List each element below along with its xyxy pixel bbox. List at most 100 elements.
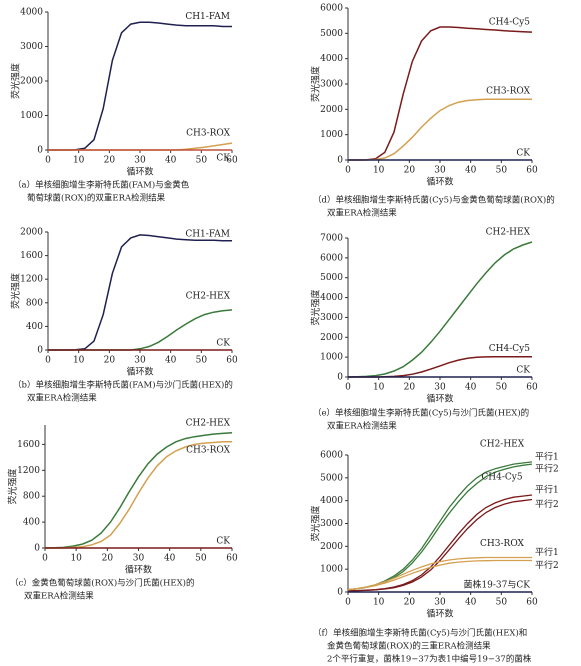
x-tick-label: 0 xyxy=(345,598,351,608)
y-tick-label: 2000 xyxy=(320,542,343,552)
x-tick-label: 10 xyxy=(73,156,85,166)
series-line xyxy=(347,241,533,378)
x-tick-label: 30 xyxy=(134,156,146,166)
series-label: CH3-ROX xyxy=(186,129,230,139)
series-line xyxy=(347,559,532,591)
y-tick-label: 0 xyxy=(337,588,343,598)
series-label: CK xyxy=(516,366,530,376)
x-tick-label: 60 xyxy=(226,356,238,366)
y-tick-label: 1000 xyxy=(320,353,343,363)
series-label: CH1-FAM xyxy=(185,12,230,22)
caption: （a）单核细胞增生李斯特氏菌(FAM)与金黄色 xyxy=(13,180,190,191)
x-axis-label: 循环数 xyxy=(426,608,453,620)
series-label: CH1-FAM xyxy=(185,229,230,239)
series-label: CH3-ROX xyxy=(186,445,230,455)
x-tick-label: 60 xyxy=(526,383,538,393)
y-axis-label: 荧光强度 xyxy=(7,468,19,504)
caption: 双重ERA检测结果 xyxy=(27,393,97,404)
y-axis-label: 荧光强度 xyxy=(10,63,22,99)
y-axis-label: 荧光强度 xyxy=(10,273,22,309)
x-tick-label: 0 xyxy=(42,554,48,564)
replicate-label: 平行1 xyxy=(535,483,559,495)
series-label: CK xyxy=(216,537,230,547)
x-tick-label: 50 xyxy=(496,598,508,608)
x-tick-label: 30 xyxy=(434,383,446,393)
x-axis-label: 循环数 xyxy=(125,564,152,576)
series-line xyxy=(347,463,533,591)
y-tick-label: 0 xyxy=(337,373,343,383)
series-label: CH4-Cy5 xyxy=(481,472,522,482)
caption: （f）单核细胞增生李斯特氏菌(Cy5)与沙门氏菌(HEX)和 xyxy=(313,628,527,639)
replicate-label: 平行2 xyxy=(535,463,559,475)
caption: 双重ERA检测结果 xyxy=(327,421,397,432)
y-axis-label: 荧光强度 xyxy=(310,289,322,325)
x-tick-label: 60 xyxy=(226,554,238,564)
x-tick-label: 40 xyxy=(165,356,177,366)
x-tick-label: 20 xyxy=(404,383,416,393)
replicate-label: 平行1 xyxy=(535,450,559,462)
x-tick-label: 30 xyxy=(434,166,446,176)
x-axis-label: 循环数 xyxy=(426,393,453,405)
chart-panel: 0 1000 2000 3000 4000 5000 6000 0 10 20 30 40 50 60 循环… xyxy=(310,439,559,664)
x-tick-label: 0 xyxy=(345,383,351,393)
y-tick-label: 0 xyxy=(37,146,43,156)
series-line xyxy=(347,556,532,591)
x-tick-label: 10 xyxy=(73,356,85,366)
y-tick-label: 4000 xyxy=(20,8,43,18)
caption: 2个平行重复，菌株19−37为表1中编号19−37的菌株 xyxy=(327,654,532,665)
caption: （b）单核细胞增生李斯特氏菌(FAM)与沙门氏菌(HEX)的 xyxy=(13,380,233,391)
series-label: CK xyxy=(216,154,230,164)
series-line xyxy=(44,432,233,549)
series-label: CH4-Cy5 xyxy=(489,344,530,354)
replicate-label: 平行2 xyxy=(535,498,559,510)
y-tick-label: 7000 xyxy=(320,234,343,244)
x-axis-label: 循环数 xyxy=(426,176,453,188)
chart-panel: 0 400 800 1200 1600 2000 0 10 20 30 40 50 60 循环数 荧光强度 C… xyxy=(10,228,238,404)
x-tick-label: 40 xyxy=(465,383,477,393)
y-tick-label: 3000 xyxy=(320,519,343,529)
x-tick-label: 0 xyxy=(45,356,51,366)
series-label: 菌株19-37与CK xyxy=(463,579,530,591)
series-line xyxy=(48,21,232,151)
y-tick-label: 400 xyxy=(23,518,40,528)
series-label: CK xyxy=(516,149,530,159)
y-tick-label: 3000 xyxy=(320,313,343,323)
x-tick-label: 20 xyxy=(104,156,116,166)
series-line xyxy=(347,498,533,592)
x-tick-label: 10 xyxy=(70,554,82,564)
x-tick-label: 50 xyxy=(196,156,208,166)
chart-panel: 0 400 800 1200 1600 0 10 20 30 40 50 60 循环数 荧光强度 CH2-H… xyxy=(7,418,238,601)
y-axis-label: 荧光强度 xyxy=(310,505,322,541)
y-tick-label: 4000 xyxy=(320,496,343,506)
x-tick-label: 40 xyxy=(165,156,177,166)
x-tick-label: 30 xyxy=(133,554,145,564)
y-tick-label: 0 xyxy=(337,156,343,166)
y-tick-label: 1000 xyxy=(20,111,43,121)
x-tick-label: 10 xyxy=(373,598,385,608)
x-tick-label: 10 xyxy=(373,383,385,393)
x-tick-label: 0 xyxy=(345,166,351,176)
x-tick-label: 30 xyxy=(434,598,446,608)
y-tick-label: 4000 xyxy=(320,293,343,303)
y-tick-label: 6000 xyxy=(320,4,343,14)
caption: 双重ERA检测结果 xyxy=(327,208,397,219)
y-tick-label: 800 xyxy=(26,298,43,308)
chart-panel: 0 1000 2000 3000 4000 0 10 20 30 40 50 60 循环数 荧光强度 CH1… xyxy=(10,8,238,204)
series-label: CH2-HEX xyxy=(186,291,231,301)
series-line xyxy=(348,355,532,378)
x-tick-label: 60 xyxy=(526,598,538,608)
chart-panel: 0 1000 2000 3000 4000 5000 6000 7000 0 10 20 30 40 50… xyxy=(310,227,538,431)
caption: 双重ERA检测结果 xyxy=(24,591,94,602)
series-line xyxy=(48,309,233,351)
y-tick-label: 3000 xyxy=(20,42,43,52)
y-tick-label: 1600 xyxy=(20,251,43,261)
x-tick-label: 0 xyxy=(45,156,51,166)
y-tick-label: 6000 xyxy=(320,451,343,461)
x-tick-label: 20 xyxy=(104,356,116,366)
y-tick-label: 2000 xyxy=(20,77,43,87)
x-axis-label: 循环数 xyxy=(126,366,153,378)
x-tick-label: 20 xyxy=(102,554,114,564)
series-line xyxy=(45,441,232,549)
